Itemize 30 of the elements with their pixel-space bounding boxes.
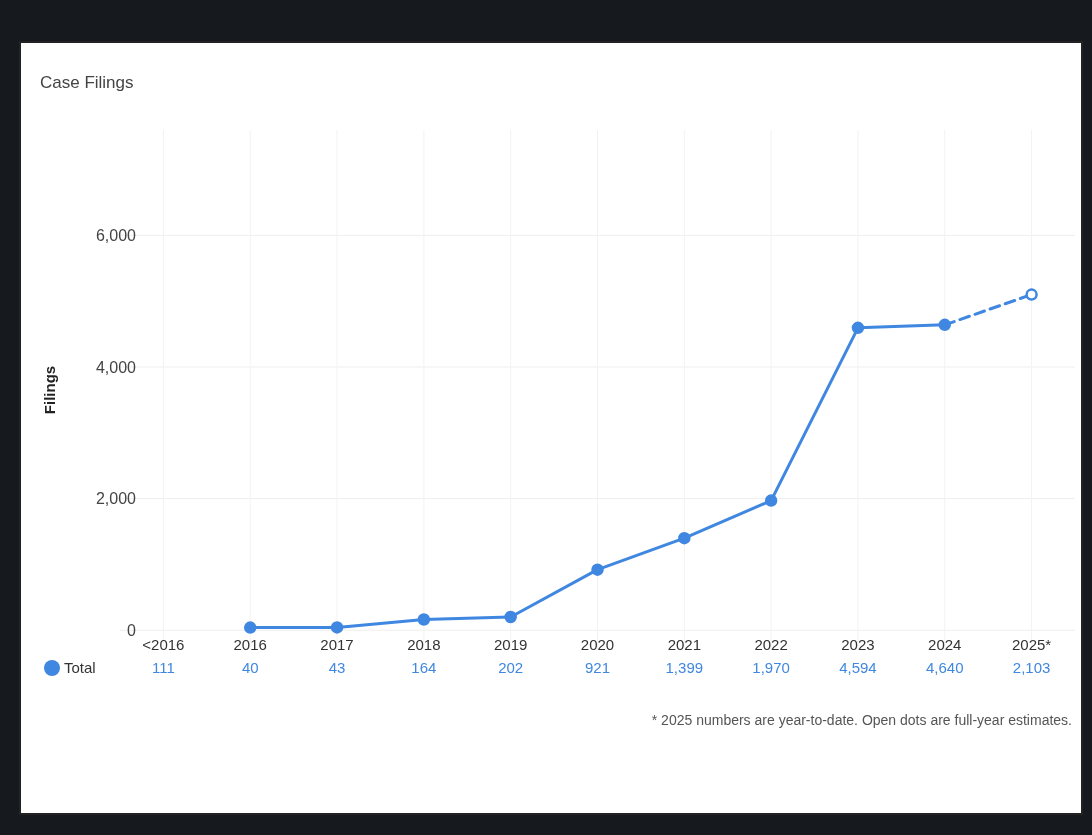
y-tick-label: 0	[127, 621, 137, 639]
x-tick-label: 2017	[320, 636, 354, 654]
text: 111	[152, 659, 175, 677]
x-tick-label: 2019	[493, 636, 528, 654]
x-tick-label: 2021	[667, 636, 702, 654]
x-tick-label: 2020	[580, 636, 615, 654]
x-tick-label: 2016	[233, 636, 267, 654]
data-label: 921	[584, 659, 611, 677]
data-label: 1,399	[665, 659, 704, 677]
text: 2,103	[1012, 659, 1051, 677]
chart-title: Case Filings	[40, 73, 134, 92]
y-tick-label: 6,000	[95, 226, 137, 244]
x-tick-label: 2024	[928, 636, 962, 654]
x-tick-label: <2016	[142, 636, 185, 654]
data-label: 4,640	[926, 659, 964, 677]
data-label: 164	[411, 659, 437, 677]
data-label: 1,970	[752, 659, 790, 677]
y-tick-label: 4,000	[95, 358, 137, 376]
x-tick-label: 2023	[841, 636, 875, 654]
x-tick-label: 2025*	[1011, 636, 1052, 654]
data-label: 43	[328, 659, 346, 677]
data-label: 4,594	[839, 659, 877, 677]
y-tick-label: 2,000	[95, 490, 137, 508]
legend-label: Total	[64, 659, 96, 677]
data-label: 40	[241, 659, 259, 677]
x-tick-label: 2018	[407, 636, 441, 654]
text: * 2025 numbers are year-to-date. Open dots are full-year estimates.	[651, 712, 1072, 728]
data-label: 202	[498, 659, 524, 677]
y-axis-title: Filings	[41, 365, 58, 415]
x-tick-label: 2022	[754, 636, 788, 654]
